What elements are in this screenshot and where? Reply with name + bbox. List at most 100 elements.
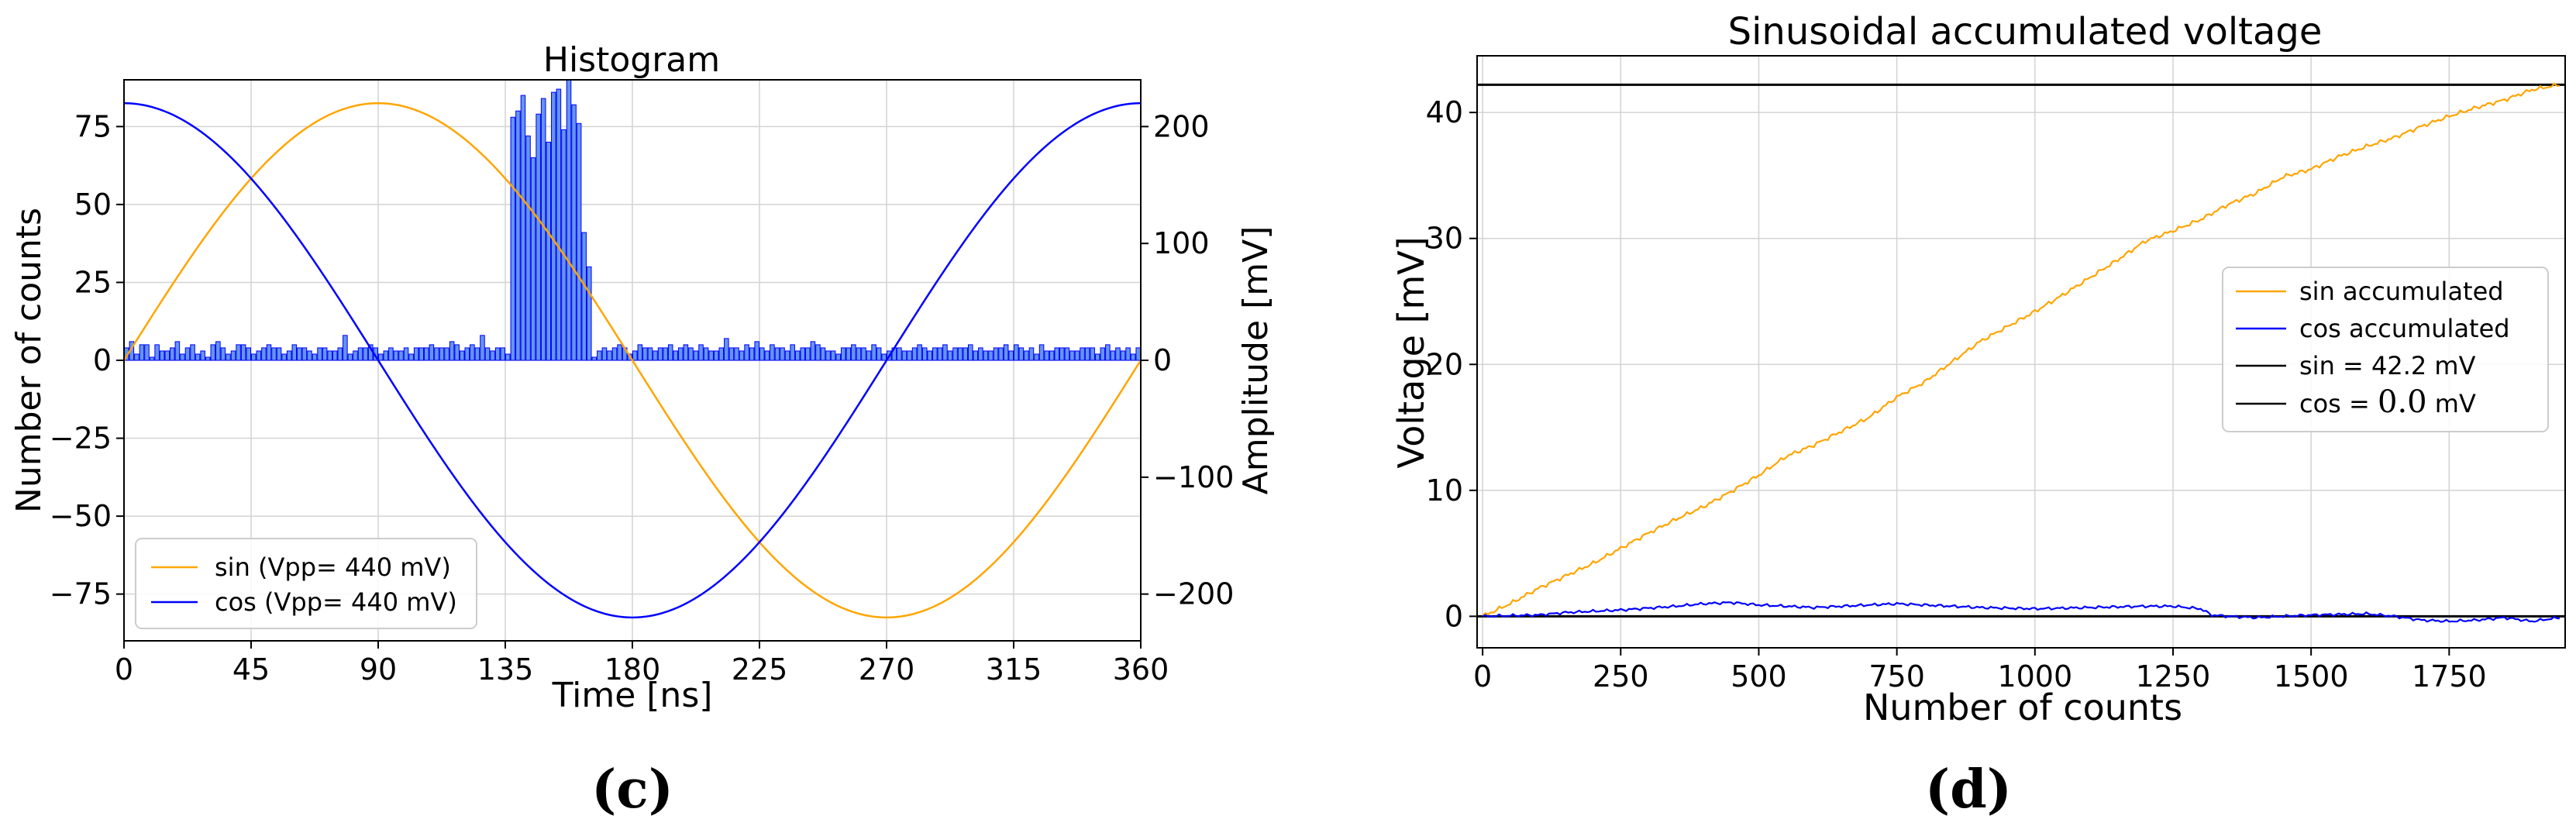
histogram-bar [246,347,252,361]
histogram-y2-axis-label: Amplitude [mV] [1236,226,1276,495]
histogram-x-tick-label: 0 [115,652,133,687]
panel-d-caption: (d) [1925,759,2012,821]
histogram-x-tick-label: 360 [1113,652,1169,687]
histogram-bar [205,356,211,361]
histogram-bar [667,344,673,361]
accumulated-voltage-panel: Sinusoidal accumulated voltage 0 250 500 75… [1390,10,2566,821]
histogram-bar [520,95,526,361]
histogram-bar [637,344,643,361]
histogram-bar [673,350,679,361]
histogram-bar [591,356,598,361]
histogram-bar [861,347,866,361]
histogram-bar [718,347,725,361]
histogram-bar [663,347,668,361]
accumulated-legend-cos-ref-label: cos = 0.0 mV [2299,384,2476,420]
histogram-y-tick-label: 0 [93,343,112,377]
histogram-bar [327,350,332,361]
histogram-bar [1059,347,1065,361]
histogram-bar [139,344,145,361]
histogram-bar [149,356,155,361]
histogram-legend: sin (Vpp= 440 mV) cos (Vpp= 440 mV) [135,538,477,629]
histogram-bar [434,347,439,361]
histogram-legend-cos-label: cos (Vpp= 440 mV) [215,587,457,617]
histogram-bar [586,266,592,361]
histogram-bar [825,350,831,361]
histogram-bar [281,353,287,361]
histogram-x-tick-label: 315 [986,652,1042,687]
histogram-bar [134,353,139,361]
histogram-bar [271,347,277,361]
histogram-bar [378,353,384,361]
histogram-bar [1090,347,1095,361]
histogram-bar [1028,347,1035,361]
histogram-bar [480,335,485,361]
histogram-bar [266,344,272,361]
histogram-x-tick-label: 90 [360,652,397,687]
histogram-bar [1038,344,1045,361]
histogram-bar [774,347,780,361]
histogram-bar [815,344,821,361]
histogram-bar [678,347,684,361]
histogram-bar [195,353,201,361]
histogram-bar [236,344,241,361]
histogram-bar [784,350,790,361]
histogram-y-tick-label: 25 [74,265,112,299]
histogram-bar [576,122,582,361]
histogram-bar [800,347,806,361]
histogram-panel: Histogram 0 45 90 135 180 225 270 315 360 −75 −50… [9,40,1276,821]
accumulated-legend-sin-label: sin accumulated [2299,277,2504,306]
histogram-bar [317,347,322,361]
histogram-bar [927,350,933,361]
histogram-bar [413,347,419,361]
panel-c-caption: (c) [591,759,673,821]
histogram-bar [1044,350,1049,361]
accumulated-y-tick-label: 30 [1426,222,1463,256]
histogram-bar [226,353,231,361]
histogram-bar [1125,347,1131,361]
histogram-x-axis-label: Time [ns] [552,676,713,715]
histogram-bar [978,347,983,361]
histogram-bar [830,350,836,361]
accumulated-plot-frame [1476,55,2566,649]
histogram-bar [1130,353,1136,361]
accumulated-y-axis-label: Voltage [mV] [1390,236,1432,468]
histogram-bar [215,341,221,361]
histogram-bar [230,350,236,361]
histogram-bar [744,344,749,361]
histogram-bar [963,347,968,361]
histogram-bar [383,350,389,361]
histogram-bar [500,347,506,361]
histogram-bar [343,335,348,361]
histogram-bar [780,347,785,361]
histogram-bar [566,79,572,361]
histogram-bar [286,350,292,361]
histogram-bar [764,350,770,361]
accumulated-x-tick-label: 1500 [2274,659,2349,694]
histogram-bar [647,347,653,361]
histogram-bar [993,347,999,361]
histogram-y2-tick-label: 100 [1153,226,1210,260]
histogram-legend-sin-label: sin (Vpp= 440 mV) [215,552,451,582]
histogram-bar [301,347,308,361]
histogram-bar [1120,350,1126,361]
histogram-bar [439,347,445,361]
histogram-bar [291,344,298,361]
histogram-bar [347,353,353,361]
histogram-bar [424,347,429,361]
histogram-bar [1003,344,1009,361]
sin-wave-line [122,102,1142,619]
accumulated-x-tick-label: 1250 [2136,659,2211,694]
histogram-bar [403,347,409,361]
histogram-bar [449,341,455,361]
histogram-bar [810,341,816,361]
histogram-bar [332,350,338,361]
histogram-bar [851,344,856,361]
histogram-bar [357,347,363,361]
histogram-bar [840,347,846,361]
histogram-bar [180,353,185,361]
histogram-y-axis-label: Number of counts [9,208,49,513]
histogram-bar [536,113,541,361]
histogram-bars [124,79,1141,361]
histogram-bar [942,344,948,361]
